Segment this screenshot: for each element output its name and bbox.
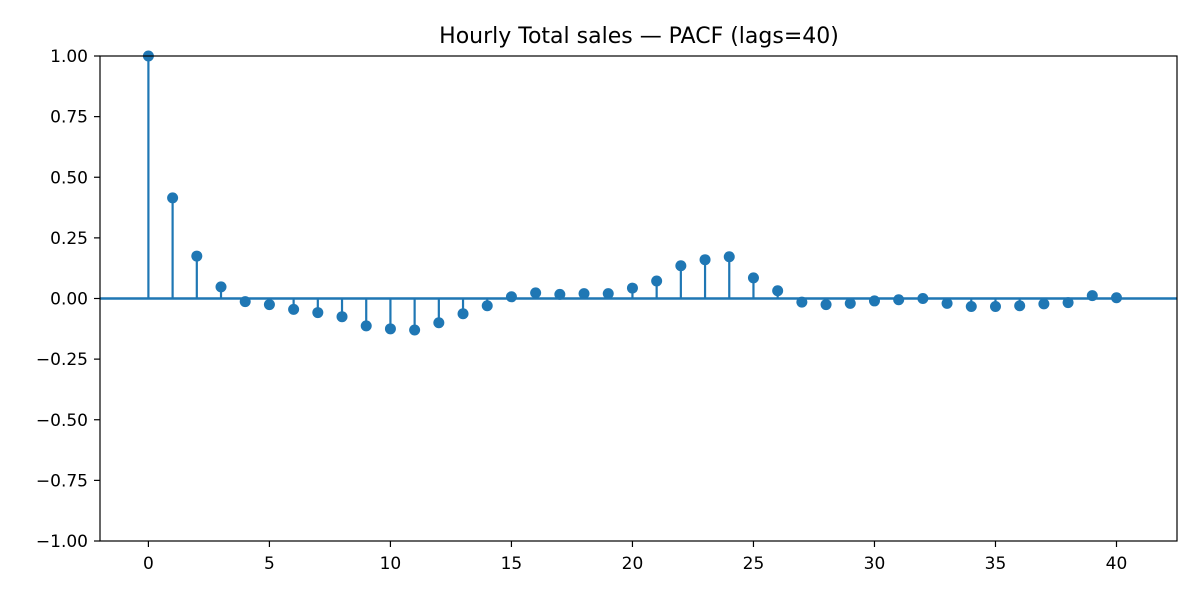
x-tick-label: 35 [985,554,1007,574]
stem-series [142,50,1122,336]
data-point [772,285,784,297]
y-tick-label: 0.50 [50,168,88,188]
data-point [1062,297,1074,309]
data-point [409,324,421,336]
y-axis: 1.00 0.75 0.50 0.25 0.00 −0.25 −0.50 −0.75 −1.00 [36,47,100,552]
x-tick-label: 40 [1106,554,1128,574]
y-tick-label: −0.25 [36,350,88,370]
y-tick-label: 0.00 [50,290,88,310]
data-point [433,317,445,329]
data-point [167,192,179,204]
data-point [554,288,566,300]
chart-title: Hourly Total sales — PACF (lags=40) [439,24,839,49]
y-tick-label: −1.00 [36,532,88,552]
data-point [626,282,638,294]
data-point [820,299,832,311]
data-point [651,275,663,287]
x-axis: 0 5 10 15 20 25 30 35 40 [143,541,1127,574]
data-point [215,281,227,293]
x-tick-label: 10 [380,554,402,574]
y-tick-label: 1.00 [50,47,88,67]
y-tick-label: −0.75 [36,471,88,491]
data-point [699,254,711,266]
data-point [336,311,348,323]
x-tick-label: 15 [501,554,523,574]
data-point [263,299,275,311]
data-point [941,297,953,309]
y-tick-label: 0.25 [50,229,88,249]
data-point [844,297,856,309]
data-point [868,295,880,307]
data-point [530,287,542,299]
data-point [989,301,1001,313]
data-point [457,308,469,320]
data-point [965,301,977,313]
data-point [602,288,614,300]
data-point [360,320,372,332]
y-tick-label: 0.75 [50,108,88,128]
data-point [384,323,396,335]
data-point [578,288,590,300]
data-point [481,300,493,312]
x-tick-label: 20 [622,554,644,574]
x-tick-label: 0 [143,554,154,574]
x-tick-label: 25 [743,554,765,574]
x-tick-label: 5 [264,554,275,574]
data-point [747,272,759,284]
data-point [723,251,735,263]
data-point [312,307,324,319]
data-point [675,260,687,272]
x-tick-label: 30 [864,554,886,574]
data-point [288,303,300,315]
y-tick-label: −0.50 [36,411,88,431]
data-point [893,294,905,306]
data-point [1014,300,1026,312]
data-point [505,291,517,303]
data-point [191,250,203,262]
data-point [1038,298,1050,310]
